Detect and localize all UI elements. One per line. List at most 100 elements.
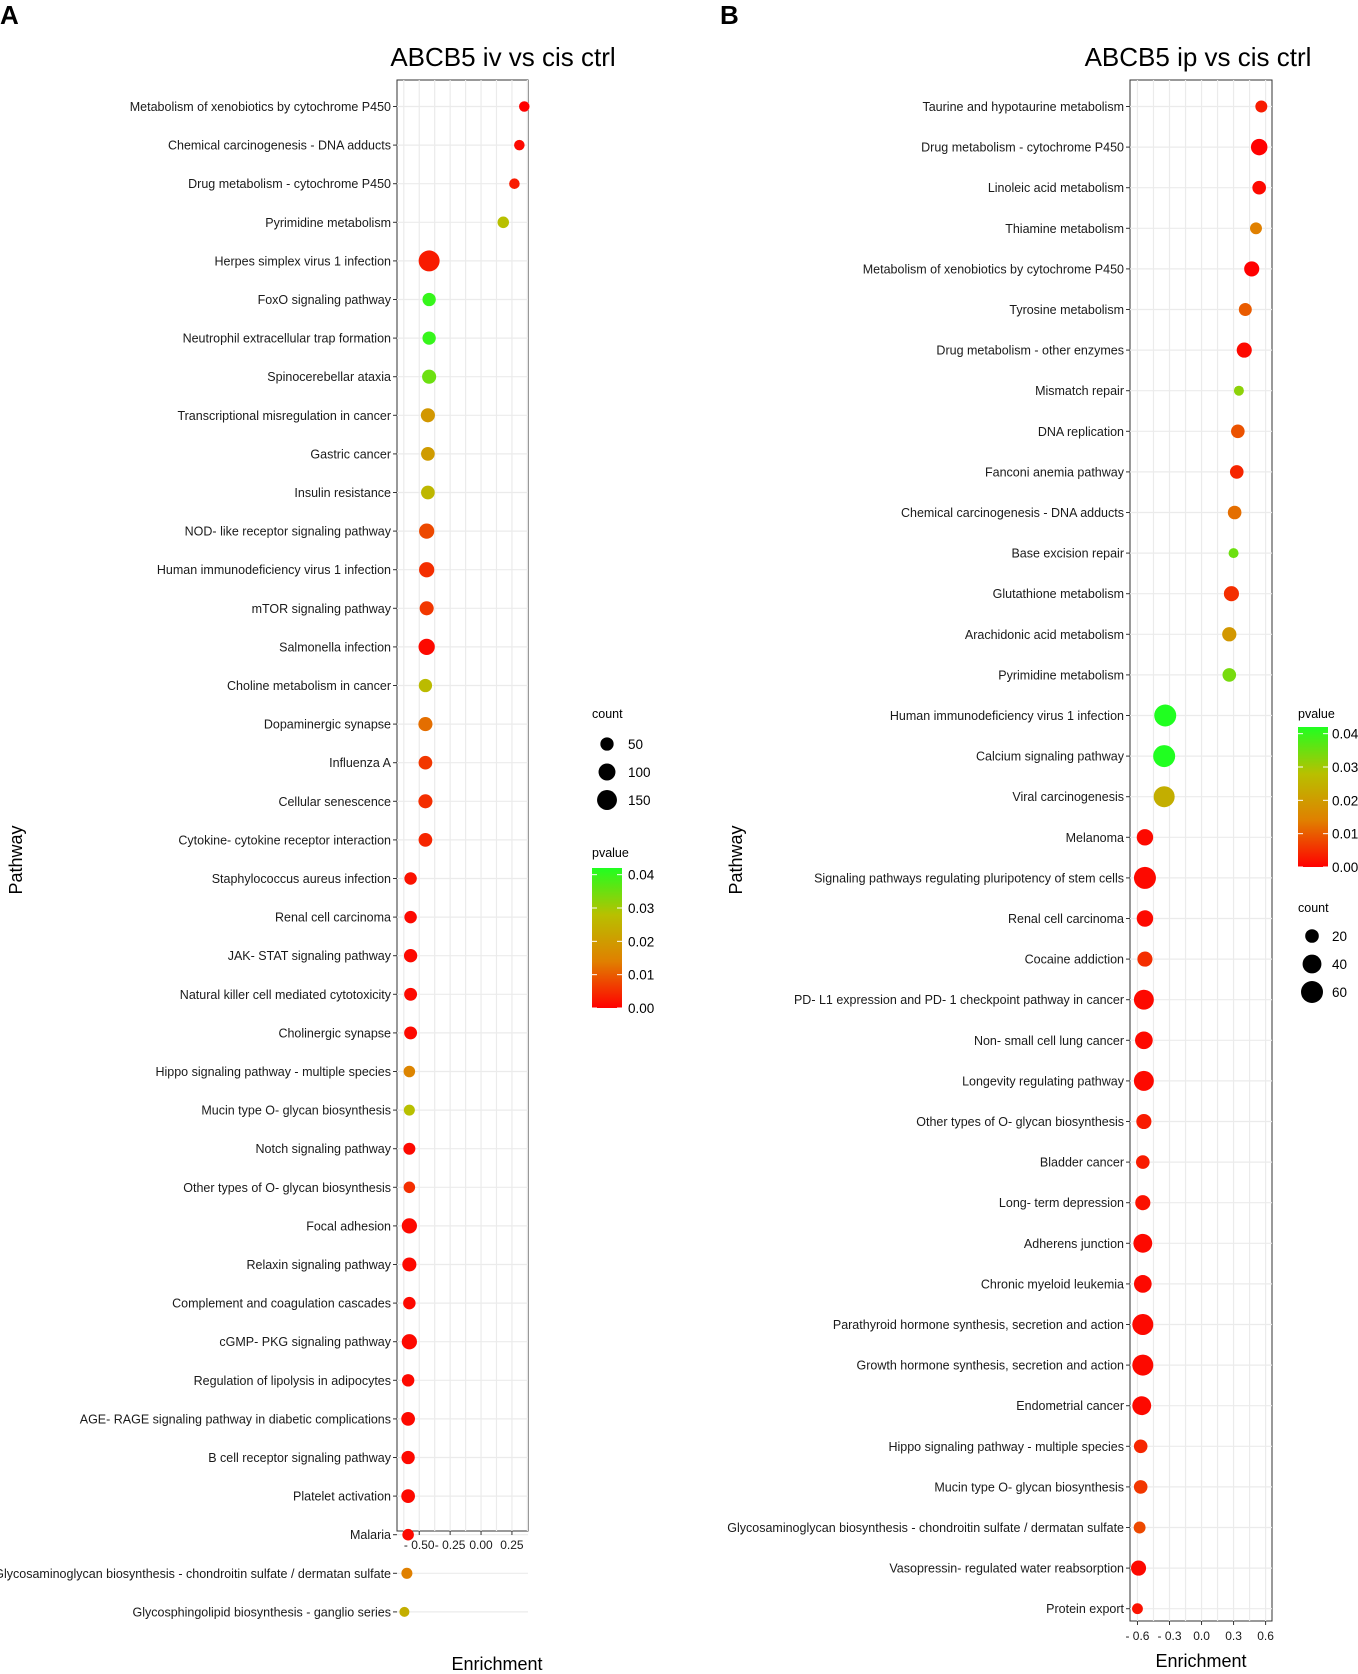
panel-a-point <box>418 755 433 770</box>
panel-b-size-legend-dot <box>1302 954 1322 974</box>
panel-a-point <box>422 331 436 345</box>
panel-b-size-legend-title: count <box>1298 901 1329 915</box>
panel-b-point <box>1223 586 1239 602</box>
panel-a-point <box>418 638 435 656</box>
panel-a-ytick-label: Cytokine- cytokine receptor interaction <box>178 833 391 847</box>
panel-a-point <box>403 1296 416 1310</box>
panel-a-point <box>401 1489 415 1503</box>
panel-a-ytick-label: Hippo signaling pathway - multiple speci… <box>155 1065 391 1079</box>
panel-a-ytick-label: Glycosaminoglycan biosynthesis - chondro… <box>0 1567 391 1581</box>
panel-b-xlabel: Enrichment <box>1155 1651 1246 1671</box>
panel-a-point <box>403 1065 416 1078</box>
panel-b-point <box>1133 1233 1153 1253</box>
panel-b-point <box>1228 548 1239 559</box>
panel-b-size-legend-label: 60 <box>1332 985 1347 1000</box>
panel-b-ytick-label: Long- term depression <box>999 1196 1124 1210</box>
panel-a-ytick-label: Human immunodeficiency virus 1 infection <box>157 563 391 577</box>
panel-b-xtick-label: - 0.6 <box>1125 1629 1149 1643</box>
panel-b-point <box>1153 786 1175 808</box>
panel-b-color-legend-label: 0.02 <box>1332 793 1358 808</box>
panel-b-point <box>1250 222 1262 235</box>
panel-b-ytick-label: Drug metabolism - other enzymes <box>936 344 1124 358</box>
panel-b-ytick-label: Base excision repair <box>1011 547 1124 561</box>
panel-a-ytick-label: Glycosphingolipid biosynthesis - ganglio… <box>133 1605 391 1619</box>
panel-b-point <box>1136 910 1154 927</box>
panel-b-point <box>1132 1396 1152 1416</box>
panel-b-point <box>1233 385 1244 396</box>
panel-a-point <box>519 101 530 112</box>
panel-a-ytick-label: Influenza A <box>329 756 392 770</box>
panel-a-ytick-label: Metabolism of xenobiotics by cytochrome … <box>130 100 391 114</box>
panel-a-ytick-label: Focal adhesion <box>306 1219 391 1233</box>
panel-a-title: ABCB5 iv vs cis ctrl <box>390 42 615 72</box>
panel-a-point <box>422 369 437 384</box>
panel-a-color-bar <box>592 868 622 1008</box>
panel-b-point <box>1136 829 1154 846</box>
panel-a-point <box>421 485 435 500</box>
panel-b-point <box>1153 745 1176 768</box>
panel-b-ytick-label: Growth hormone synthesis, secretion and … <box>857 1359 1125 1373</box>
panel-a-ytick-label: Platelet activation <box>293 1490 391 1504</box>
panel-b-ytick-label: Chemical carcinogenesis - DNA adducts <box>901 506 1124 520</box>
panel-b-point <box>1130 1560 1147 1576</box>
panel-b-ytick-label: DNA replication <box>1038 425 1124 439</box>
panel-a-color-legend-label: 0.00 <box>628 1001 654 1016</box>
panel-b-size-legend-label: 20 <box>1332 929 1347 944</box>
panel-a-point <box>401 1567 413 1579</box>
panel-b-ytick-label: Mucin type O- glycan biosynthesis <box>934 1480 1124 1494</box>
panel-a-point <box>401 1218 417 1234</box>
panel-a-ytick-label: Neutrophil extracellular trap formation <box>183 332 391 346</box>
panel-b-point <box>1133 1439 1148 1454</box>
panel-b-ytick-label: Endometrial cancer <box>1016 1399 1124 1413</box>
panel-b-size-legend-dot <box>1301 981 1323 1003</box>
panel-b-ytick-label: Pyrimidine metabolism <box>998 668 1124 682</box>
panel-b-ytick-label: Taurine and hypotaurine metabolism <box>922 100 1124 114</box>
panel-b-xtick-label: 0.6 <box>1257 1629 1274 1643</box>
panel-b-point <box>1222 668 1237 682</box>
panel-b-point <box>1135 1031 1153 1050</box>
panel-b-ytick-label: Tyrosine metabolism <box>1009 303 1124 317</box>
panel-b-point <box>1132 1354 1154 1376</box>
panel-a-ytick-label: Complement and coagulation cascades <box>172 1297 391 1311</box>
panel-b-point <box>1132 1313 1154 1336</box>
panel-b-point <box>1236 342 1252 358</box>
panel-b-xtick-label: 0.3 <box>1225 1629 1242 1643</box>
panel-a-point <box>403 1104 415 1116</box>
panel-b-ylabel: Pathway <box>726 825 746 894</box>
panel-a-color-legend-label: 0.02 <box>628 934 654 949</box>
panel-a-point <box>418 717 433 732</box>
panel-a-ytick-label: Cellular senescence <box>278 795 391 809</box>
panel-a-ytick-label: Malaria <box>350 1528 391 1542</box>
panel-a-ytick-label: Other types of O- glycan biosynthesis <box>183 1181 391 1195</box>
panel-b-color-legend-title: pvalue <box>1298 707 1335 721</box>
panel-a-point <box>497 216 510 229</box>
panel-a-point <box>422 292 436 307</box>
panel-b-point <box>1154 704 1177 727</box>
panel-a-size-legend-label: 50 <box>628 737 643 752</box>
panel-b-ytick-label: Cocaine addiction <box>1025 953 1124 967</box>
panel-b-ytick-label: Bladder cancer <box>1040 1156 1124 1170</box>
panel-b-point <box>1133 866 1156 889</box>
panel-a-ytick-label: B cell receptor signaling pathway <box>208 1451 391 1465</box>
panel-b-ytick-label: Mismatch repair <box>1035 384 1124 398</box>
panel-b-point <box>1227 505 1242 520</box>
panel-a-point <box>399 1606 410 1617</box>
panel-a-ytick-label: Renal cell carcinoma <box>275 911 391 925</box>
panel-b-point <box>1222 627 1237 642</box>
panel-a-xtick-label: 0.00 <box>469 1538 493 1552</box>
panel-a-point <box>403 1181 416 1194</box>
panel-b-ytick-label: Calcium signaling pathway <box>976 750 1125 764</box>
panel-b-ytick-label: Parathyroid hormone synthesis, secretion… <box>833 1318 1124 1332</box>
panel-b-ytick-label: Drug metabolism - cytochrome P450 <box>921 141 1124 155</box>
panel-b-ytick-label: Adherens junction <box>1024 1237 1124 1251</box>
panel-a-point <box>514 139 525 151</box>
panel-b-color-bar <box>1298 727 1328 867</box>
panel-b-point <box>1231 424 1245 439</box>
panel-b-ytick-label: Vasopressin- regulated water reabsorptio… <box>889 1562 1124 1576</box>
panel-a-ytick-label: Regulation of lipolysis in adipocytes <box>194 1374 391 1388</box>
panel-a-xtick-label: - 0.50 <box>404 1538 435 1552</box>
panel-b-ytick-label: Other types of O- glycan biosynthesis <box>916 1115 1124 1129</box>
panel-b-point <box>1133 1521 1146 1534</box>
panel-a-point <box>418 833 433 847</box>
